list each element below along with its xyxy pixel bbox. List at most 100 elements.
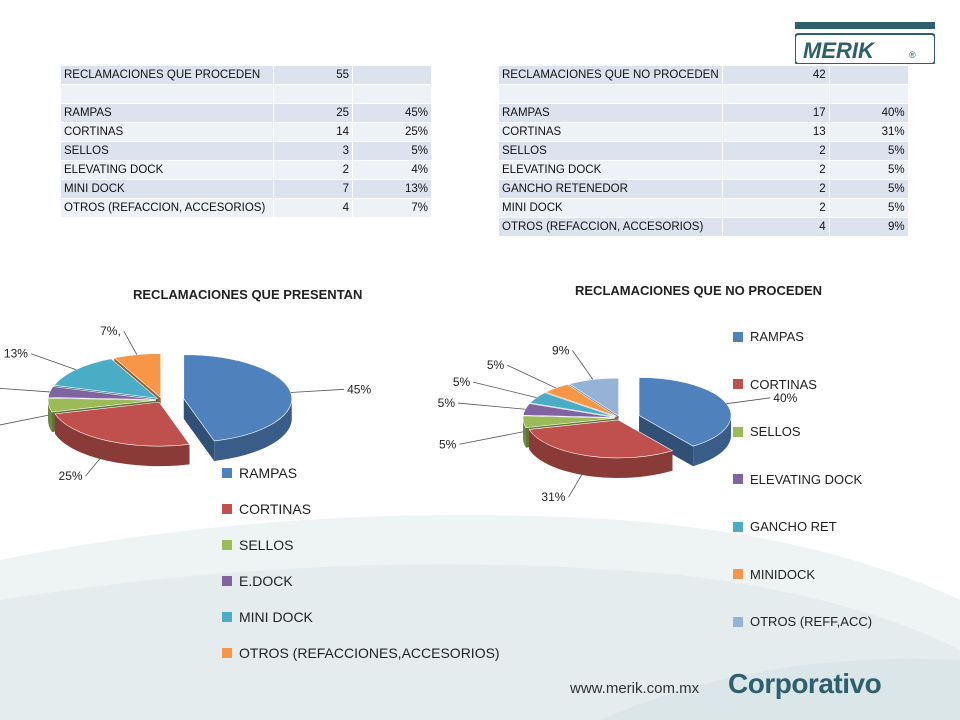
merik-logo: MERIK ®: [795, 22, 935, 64]
legend2-label: SELLOS: [750, 424, 801, 440]
legend1-label: SELLOS: [239, 537, 294, 553]
pie2-leader-line: [459, 431, 524, 445]
legend1-swatch: [222, 504, 232, 514]
table-row: OTROS (REFACCION, ACCESORIOS) 4 7%: [60, 198, 432, 218]
table-row: ELEVATING DOCK 2 4%: [60, 160, 432, 180]
table-row: CORTINAS 13 31%: [498, 122, 909, 142]
row-value: 13: [721, 122, 830, 142]
legend1-item: E.DOCK: [222, 563, 500, 599]
pie2-outer-wall: [523, 418, 526, 448]
row-label: RAMPAS: [498, 103, 723, 123]
chart1-legend: RAMPAS CORTINAS SELLOS E.DOCK MINI DOCK OTROS…: [222, 455, 500, 671]
row-pct: 9%: [828, 217, 909, 237]
row-label: ELEVATING DOCK: [60, 160, 274, 180]
pie2-data-label: 5%: [439, 437, 457, 451]
legend2-swatch: [733, 379, 743, 390]
pie2-data-label: 31%: [541, 490, 565, 504]
legend2-swatch: [733, 474, 743, 485]
pie2-leader-line: [507, 364, 557, 389]
pie2-data-label: 9%: [552, 343, 570, 357]
legend1-item: CORTINAS: [222, 491, 500, 527]
legend1-swatch: [222, 612, 232, 622]
chart1-title: RECLAMACIONES QUE PRESENTAN: [133, 287, 363, 302]
row-pct: 5%: [828, 198, 909, 218]
table-header-label: RECLAMACIONES QUE PROCEDEN: [60, 65, 274, 85]
legend2-label: CORTINAS: [750, 376, 817, 392]
pie1-wall: [183, 398, 215, 461]
table-row: SELLOS 3 5%: [60, 141, 432, 161]
legend2-label: OTROS (REFF,ACC): [750, 614, 873, 630]
table-header-value: 55: [273, 65, 353, 85]
legend1-swatch: [222, 540, 232, 550]
table-header-row: RECLAMACIONES QUE NO PROCEDEN 42: [498, 65, 909, 85]
legend2-item: RAMPAS: [733, 313, 872, 361]
pie2-slice-side: [639, 415, 732, 467]
footer-url[interactable]: www.merik.com.mx: [570, 680, 700, 697]
pie2-slice-rampas: [638, 377, 732, 447]
legend1-label: RAMPAS: [239, 465, 298, 481]
row-label: MINI DOCK: [60, 179, 274, 199]
pie1-data-label: 25%: [59, 469, 83, 483]
pie2-leader-line: [726, 397, 771, 405]
legend2-swatch: [733, 331, 743, 342]
legend1-item: OTROS (REFACCIONES,ACCESORIOS): [222, 635, 500, 671]
row-pct: 5%: [352, 141, 432, 161]
table-cell-empty: [352, 65, 432, 85]
legend2-item: SELLOS: [733, 408, 872, 456]
pie1-slice-cortinas: [54, 401, 191, 447]
row-value: 14: [273, 122, 353, 142]
pie2-data-label: 5%: [487, 358, 505, 372]
pie2-slice-cortinas: [528, 419, 674, 459]
pie2-leader-line: [568, 465, 588, 498]
pie2-slice-gancho-ret: [529, 392, 616, 418]
row-label: OTROS (REFACCION, ACCESORIOS): [60, 198, 274, 218]
table-row: RAMPAS 25 45%: [60, 103, 432, 123]
pie1-outer-wall: [54, 413, 190, 467]
pie2-wall: [639, 415, 694, 467]
pie1-leader-line: [290, 388, 345, 393]
pie2-data-label: 5%: [438, 396, 456, 410]
legend2-label: ELEVATING DOCK: [750, 471, 863, 487]
table-header-value: 42: [721, 65, 830, 85]
row-label: OTROS (REFACCION, ACCESORIOS): [498, 217, 723, 237]
row-pct: 45%: [352, 103, 432, 123]
chart2-title: RECLAMACIONES QUE NO PROCEDEN: [575, 283, 823, 298]
table-row: MINI DOCK 7 13%: [60, 179, 432, 199]
table-row: ELEVATING DOCK 2 5%: [498, 160, 909, 180]
legend2-label: RAMPAS: [750, 329, 804, 345]
row-pct: 31%: [828, 122, 909, 142]
pie2-leader-line: [457, 402, 526, 410]
pie2-leader-line: [572, 350, 594, 380]
table-row: CORTINAS 14 25%: [60, 122, 432, 142]
legend2-swatch: [733, 616, 743, 627]
table-cell-empty: [828, 65, 909, 85]
pie1-leader-line: [85, 450, 107, 477]
pie1-data-label: 45%: [347, 382, 371, 396]
row-value: 4: [721, 217, 830, 237]
legend2-swatch: [733, 426, 743, 437]
row-value: 2: [721, 179, 830, 199]
legend2-item: ELEVATING DOCK: [733, 456, 872, 504]
row-label: GANCHO RETENEDOR: [498, 179, 723, 199]
row-value: 7: [273, 179, 353, 199]
legend2-label: GANCHO RET: [750, 519, 837, 535]
row-label: CORTINAS: [498, 122, 723, 142]
table-row: MINI DOCK 2 5%: [498, 198, 909, 218]
legend1-item: MINI DOCK: [222, 599, 500, 635]
pie2-slices: 40% 31% 5% 5% 5% 5% 9%: [438, 343, 798, 504]
row-value: 2: [721, 160, 830, 180]
table-procede: RECLAMACIONES QUE PROCEDEN 55 RAMPAS 25 …: [60, 65, 432, 218]
pie2-data-label: 40%: [773, 391, 797, 405]
row-label: ELEVATING DOCK: [498, 160, 723, 180]
pie2-data-label: 5%: [453, 375, 471, 389]
table-row: RAMPAS 17 40%: [498, 103, 909, 123]
legend2-swatch: [733, 569, 743, 580]
row-pct: 4%: [352, 160, 432, 180]
legend1-item: RAMPAS: [222, 455, 500, 491]
legend2-item: MINIDOCK: [733, 551, 872, 599]
legend1-label: E.DOCK: [239, 573, 293, 589]
row-label: RAMPAS: [60, 103, 274, 123]
